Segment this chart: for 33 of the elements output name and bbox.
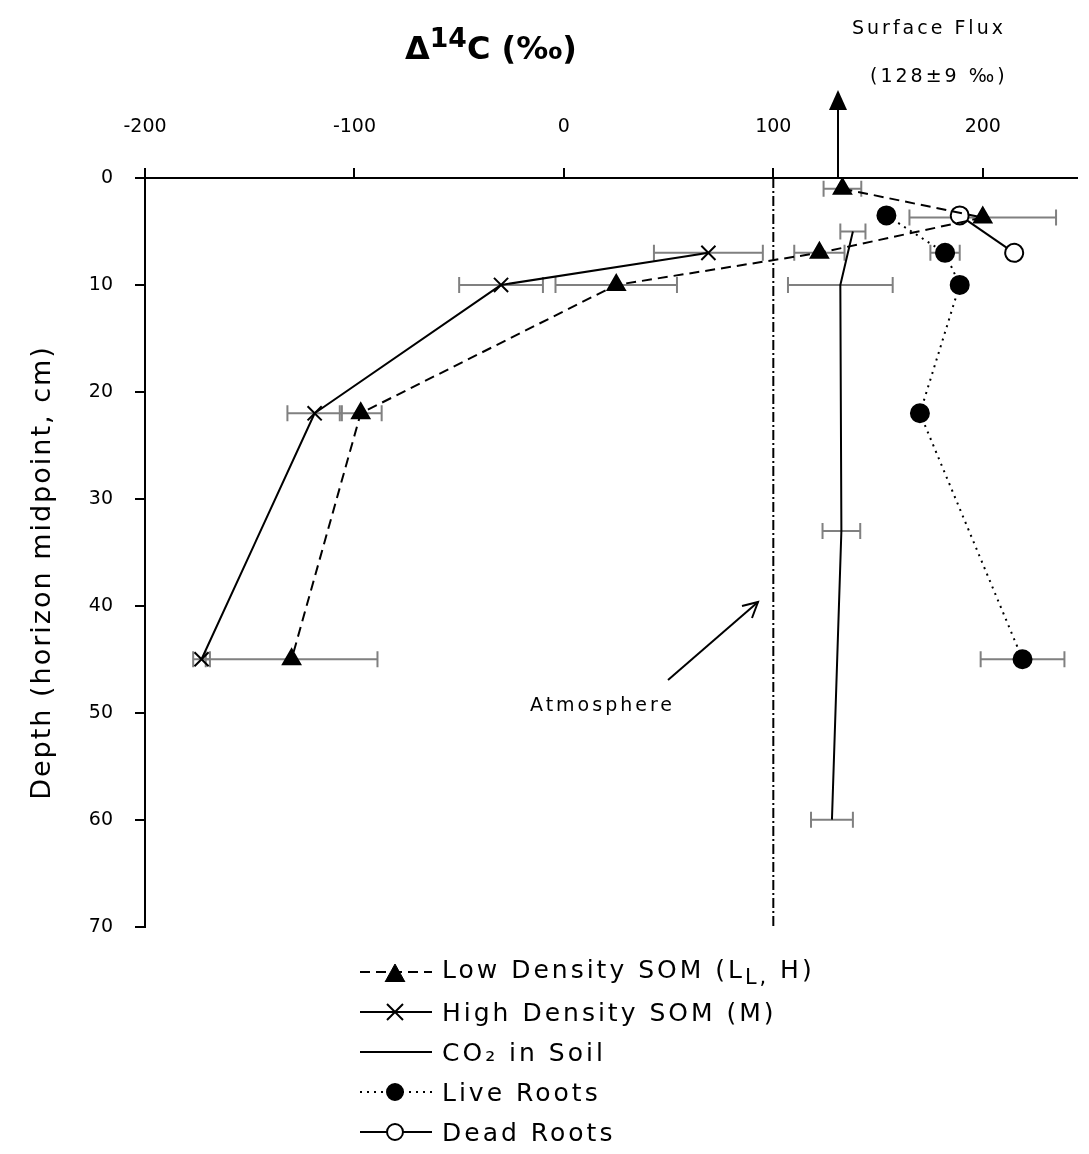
y-tick-label: 60: [88, 806, 113, 829]
x-tick-label: -200: [123, 113, 167, 136]
y-tick-label: 0: [100, 164, 113, 187]
legend-label: Low Density SOM (L$_{L,}$ H): [442, 955, 815, 989]
text: (128±9 ‰): [870, 64, 1008, 86]
legend-label: Live Roots: [442, 1077, 601, 1107]
y-tick-label: 20: [88, 378, 113, 401]
x-tick-label: 0: [557, 113, 570, 136]
point: [949, 274, 970, 295]
point: [876, 205, 897, 226]
y-axis-title: Depth (horizon midpoint, cm): [24, 344, 56, 800]
point: [1012, 649, 1033, 670]
legend-label: CO₂ in Soil: [442, 1037, 606, 1067]
point: [1004, 242, 1025, 263]
x-tick-label: 200: [964, 113, 1001, 136]
y-tick-label: 50: [88, 699, 113, 722]
point: [306, 405, 323, 422]
text: Surface Flux: [852, 16, 1006, 38]
y-tick-label: 70: [88, 913, 113, 936]
y-tick-label: 10: [88, 271, 113, 294]
legend-label: High Density SOM (M): [442, 997, 777, 1027]
point: [832, 178, 853, 195]
annotation: Atmosphere: [530, 693, 676, 715]
x-tick-label: -100: [332, 113, 376, 136]
x-axis-title: Δ$^{14}$C (‰): [405, 22, 577, 67]
point: [909, 403, 930, 424]
y-tick-label: 40: [88, 592, 113, 615]
legend-label: Dead Roots: [442, 1117, 616, 1147]
y-tick-label: 30: [88, 485, 113, 508]
point: [492, 276, 510, 294]
point: [700, 244, 717, 261]
point: [935, 242, 956, 263]
x-tick-label: 100: [755, 113, 792, 136]
